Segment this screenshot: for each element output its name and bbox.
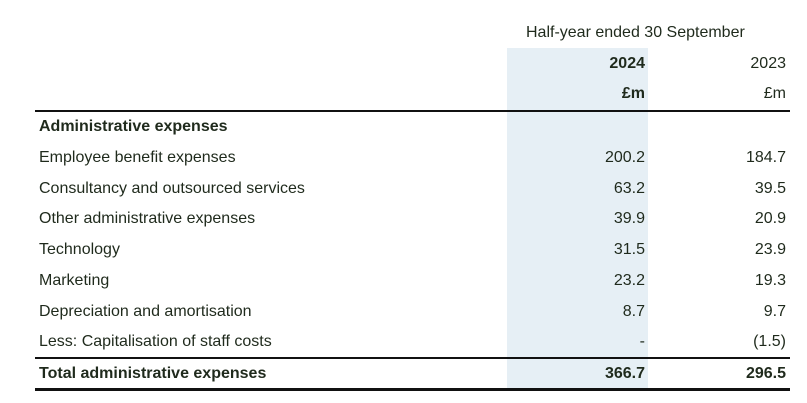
section-title: Administrative expenses	[39, 118, 228, 135]
row-label: Technology	[39, 241, 120, 258]
row-value-2024: 8.7	[622, 303, 645, 320]
row-value-2024: 200.2	[604, 149, 645, 166]
row-label: Depreciation and amortisation	[39, 303, 252, 320]
row-value-2024: 39.9	[613, 210, 645, 227]
header-divider	[35, 110, 790, 112]
total-value-2024: 366.7	[604, 365, 645, 382]
total-divider	[35, 357, 790, 359]
row-label: Employee benefit expenses	[39, 149, 236, 166]
current-year-highlight-column	[507, 48, 648, 389]
total-label: Total administrative expenses	[39, 365, 267, 382]
total-bottom-rule	[35, 388, 790, 391]
column-header-2023: 2023	[750, 55, 786, 72]
row-label: Other administrative expenses	[39, 210, 256, 227]
row-value-2023: 39.5	[754, 180, 786, 197]
total-value-2023: 296.5	[745, 365, 786, 382]
unit-header-2024: £m	[621, 85, 645, 102]
column-header-2024: 2024	[609, 55, 645, 72]
row-value-2024: 23.2	[613, 272, 645, 289]
row-value-2023: 184.7	[745, 149, 786, 166]
period-header: Half-year ended 30 September	[526, 24, 745, 41]
row-value-2024: -	[639, 333, 645, 350]
row-value-2024: 31.5	[613, 241, 645, 258]
row-value-2023: 20.9	[754, 210, 786, 227]
row-label: Consultancy and outsourced services	[39, 180, 305, 197]
row-label: Less: Capitalisation of staff costs	[39, 333, 272, 350]
row-value-2023: 19.3	[754, 272, 786, 289]
row-value-2024: 63.2	[613, 180, 645, 197]
row-value-2023: 23.9	[754, 241, 786, 258]
unit-header-2023: £m	[763, 85, 786, 102]
row-label: Marketing	[39, 272, 110, 289]
row-value-2023: 9.7	[763, 303, 786, 320]
row-value-2023: (1.5)	[753, 333, 786, 350]
